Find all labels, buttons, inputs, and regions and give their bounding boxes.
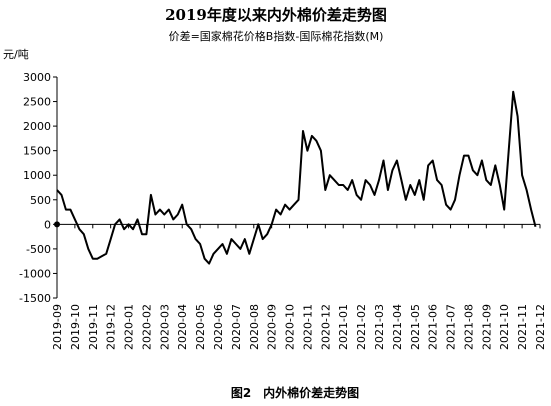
origin-dot xyxy=(54,221,60,228)
x-tick-label: 2021-09 xyxy=(480,304,493,350)
x-tick-label: 2021-02 xyxy=(355,304,368,350)
x-tick-label: 2020-01 xyxy=(123,304,136,350)
x-tick-label: 2021-08 xyxy=(462,304,475,350)
x-tick-label: 2019-11 xyxy=(87,304,100,350)
x-tick-label: 2020-07 xyxy=(230,304,243,350)
series-line xyxy=(56,90,537,265)
x-tick-label: 2021-06 xyxy=(427,304,440,350)
y-tick-label: 2000 xyxy=(23,120,51,133)
y-tick-label: 1000 xyxy=(23,169,51,182)
x-tick-label: 2021-04 xyxy=(391,304,404,350)
y-tick-label: 3000 xyxy=(23,71,51,84)
x-tick-label: 2020-02 xyxy=(140,304,153,350)
x-tick-label: 2021-11 xyxy=(516,304,529,350)
x-tick-label: 2021-10 xyxy=(498,304,511,350)
x-tick-label: 2021-03 xyxy=(373,304,386,350)
x-tick-label: 2020-11 xyxy=(301,304,314,350)
x-tick-label: 2019-12 xyxy=(105,304,118,350)
x-tick-label: 2021-01 xyxy=(337,304,350,350)
y-tick-label: -1500 xyxy=(19,292,51,305)
x-tick-label: 2020-05 xyxy=(194,304,207,350)
chart-title: 2019年度以来内外棉价差走势图 xyxy=(165,6,387,24)
x-tick-label: 2020-06 xyxy=(212,304,225,350)
y-tick-label: -1000 xyxy=(19,267,51,280)
x-tick-label: 2019-09 xyxy=(51,304,64,350)
x-tick-label: 2019-10 xyxy=(69,304,82,350)
x-tick-label: 2020-03 xyxy=(158,304,171,350)
y-tick-label: 0 xyxy=(44,218,51,231)
y-tick-label: 2500 xyxy=(23,96,51,109)
x-tick-label: 2021-05 xyxy=(409,304,422,350)
chart-subtitle: 价差=国家棉花价格B指数-国际棉花指数(M) xyxy=(169,29,384,43)
y-tick-label: 500 xyxy=(30,194,51,207)
y-tick-label: -500 xyxy=(26,243,51,256)
x-tick-label: 2020-12 xyxy=(319,304,332,350)
x-tick-label: 2021-07 xyxy=(445,304,458,350)
x-tick-label: 2020-08 xyxy=(248,304,261,350)
x-tick-label: 2021-12 xyxy=(534,304,547,350)
x-tick-label: 2020-04 xyxy=(176,304,189,350)
x-tick-label: 2020-10 xyxy=(284,304,297,350)
y-tick-label: 1500 xyxy=(23,145,51,158)
x-tick-label: 2020-09 xyxy=(266,304,279,350)
caption: 图2 内外棉价差走势图 xyxy=(231,385,359,400)
y-axis-label: 元/吨 xyxy=(3,48,29,61)
